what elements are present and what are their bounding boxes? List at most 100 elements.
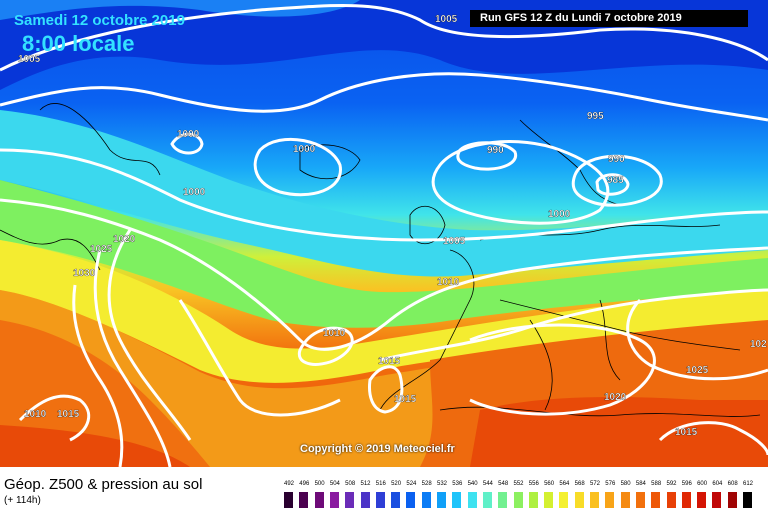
legend-tick: 544 xyxy=(482,481,493,487)
legend-tick: 500 xyxy=(314,481,325,487)
isobar-label: 1030 xyxy=(73,268,96,279)
cyan-band xyxy=(0,110,768,277)
legend-swatch xyxy=(589,491,600,509)
legend-swatch xyxy=(390,491,402,509)
legend-swatch xyxy=(405,491,417,509)
isobar-label: 1005 xyxy=(435,14,458,25)
green-band xyxy=(0,180,768,328)
isobar-label: 1005 xyxy=(18,54,41,65)
isobar-label: 1000 xyxy=(177,129,200,140)
isobar-label: 1000 xyxy=(548,209,571,220)
legend-swatch xyxy=(558,491,570,509)
legend-swatch xyxy=(344,491,356,509)
valid-date: Samedi 12 octobre 2019 xyxy=(14,12,185,29)
map-title: Géop. Z500 & pression au sol xyxy=(4,476,203,493)
legend-swatch xyxy=(634,491,646,509)
isobar-label: 1010 xyxy=(24,409,47,420)
legend-tick: 588 xyxy=(651,481,662,487)
isobar-label: 995 xyxy=(587,111,604,122)
isobar-label: 1020 xyxy=(113,234,136,245)
isobar-label: 1010 xyxy=(323,328,346,339)
legend-swatch xyxy=(512,491,524,509)
legend-swatch xyxy=(650,491,662,509)
legend-swatch xyxy=(711,491,723,509)
legend-tick: 584 xyxy=(635,481,646,487)
legend-tick: 508 xyxy=(345,481,356,487)
legend-swatch xyxy=(604,491,616,509)
run-banner: Run GFS 12 Z du Lundi 7 octobre 2019 xyxy=(470,10,748,27)
legend-tick: 568 xyxy=(574,481,585,487)
weather-map: 1005 1005 995 1000 1000 990 990 985 1000 1000 1020… xyxy=(0,0,768,467)
isobar-label: 1015 xyxy=(394,394,417,405)
legend-swatch xyxy=(359,491,371,509)
isobar-label: 1015 xyxy=(378,356,401,367)
isobar-label: 985 xyxy=(607,175,624,186)
legend-swatch xyxy=(451,491,463,509)
forecast-lead: (+ 114h) xyxy=(4,495,41,506)
legend-swatch xyxy=(420,491,432,509)
legend-tick: 600 xyxy=(697,481,708,487)
local-time: 8:00 locale xyxy=(22,31,135,56)
isobar-label: 990 xyxy=(608,154,625,165)
isobar-label: 1025 xyxy=(686,365,709,376)
legend-tick: 604 xyxy=(712,481,723,487)
southwest-ridge xyxy=(0,425,190,467)
footer: Géop. Z500 & pression au sol (+ 114h) 49… xyxy=(0,467,768,512)
legend-tick: 612 xyxy=(742,481,753,487)
map-canvas: 1005 1005 995 1000 1000 990 990 985 1000 1000 1020… xyxy=(0,0,768,467)
legend-tick: 536 xyxy=(452,481,463,487)
copyright-notice: Copyright © 2019 Meteociel.fr xyxy=(300,443,455,455)
isobar-label: 1010 xyxy=(437,277,460,288)
legend-tick: 608 xyxy=(727,481,738,487)
isobar-label: 1025 xyxy=(90,244,113,255)
legend-tick: 580 xyxy=(620,481,631,487)
legend-tick: 556 xyxy=(528,481,539,487)
legend-tick: 532 xyxy=(436,481,447,487)
coastlines xyxy=(0,103,761,417)
legend-swatch xyxy=(298,491,310,509)
legend-tick: 520 xyxy=(391,481,402,487)
legend-swatch xyxy=(726,491,738,509)
legend-swatch xyxy=(283,491,294,509)
legend-swatch xyxy=(481,491,493,509)
legend-tick: 548 xyxy=(498,481,509,487)
legend-tick: 504 xyxy=(329,481,340,487)
legend-swatch xyxy=(543,491,555,509)
isobar-label: 1015 xyxy=(675,427,698,438)
isobar-label: 1000 xyxy=(183,187,206,198)
isobar-label: 102 xyxy=(750,339,767,350)
legend-tick: 552 xyxy=(513,481,524,487)
pressure-labels: 1005 1005 995 1000 1000 990 990 985 1000 1000 1020… xyxy=(18,14,767,438)
legend-tick: 592 xyxy=(666,481,677,487)
legend-tick: 572 xyxy=(589,481,600,487)
legend-tick: 576 xyxy=(605,481,616,487)
legend-swatch xyxy=(696,491,708,509)
legend-tick: 560 xyxy=(544,481,555,487)
africa-ridge xyxy=(470,397,768,467)
legend-swatch xyxy=(328,491,340,509)
legend-swatch xyxy=(742,491,753,509)
legend-tick: 596 xyxy=(681,481,692,487)
yellow-band xyxy=(0,240,768,383)
isobar-label: 1000 xyxy=(293,144,316,155)
legend-tick: 496 xyxy=(299,481,310,487)
legend-tick: 564 xyxy=(559,481,570,487)
legend-tick: 540 xyxy=(467,481,478,487)
legend-tick: 512 xyxy=(360,481,371,487)
isobar-label: 1020 xyxy=(604,392,627,403)
legend-swatch xyxy=(374,491,386,509)
isobars xyxy=(0,4,768,467)
isobar-label: 1015 xyxy=(57,409,80,420)
isobar-label: 1005 xyxy=(443,236,466,247)
legend-swatch xyxy=(665,491,677,509)
legend-tick: 524 xyxy=(406,481,417,487)
legend-tick: 528 xyxy=(421,481,432,487)
legend-swatch xyxy=(573,491,585,509)
legend-swatch xyxy=(466,491,478,509)
legend-swatch xyxy=(527,491,539,509)
north-blue-band xyxy=(0,0,360,20)
legend-swatch xyxy=(436,491,447,509)
isobar-label: 990 xyxy=(487,145,504,156)
legend-swatch xyxy=(497,491,509,509)
legend-swatch xyxy=(619,491,631,509)
